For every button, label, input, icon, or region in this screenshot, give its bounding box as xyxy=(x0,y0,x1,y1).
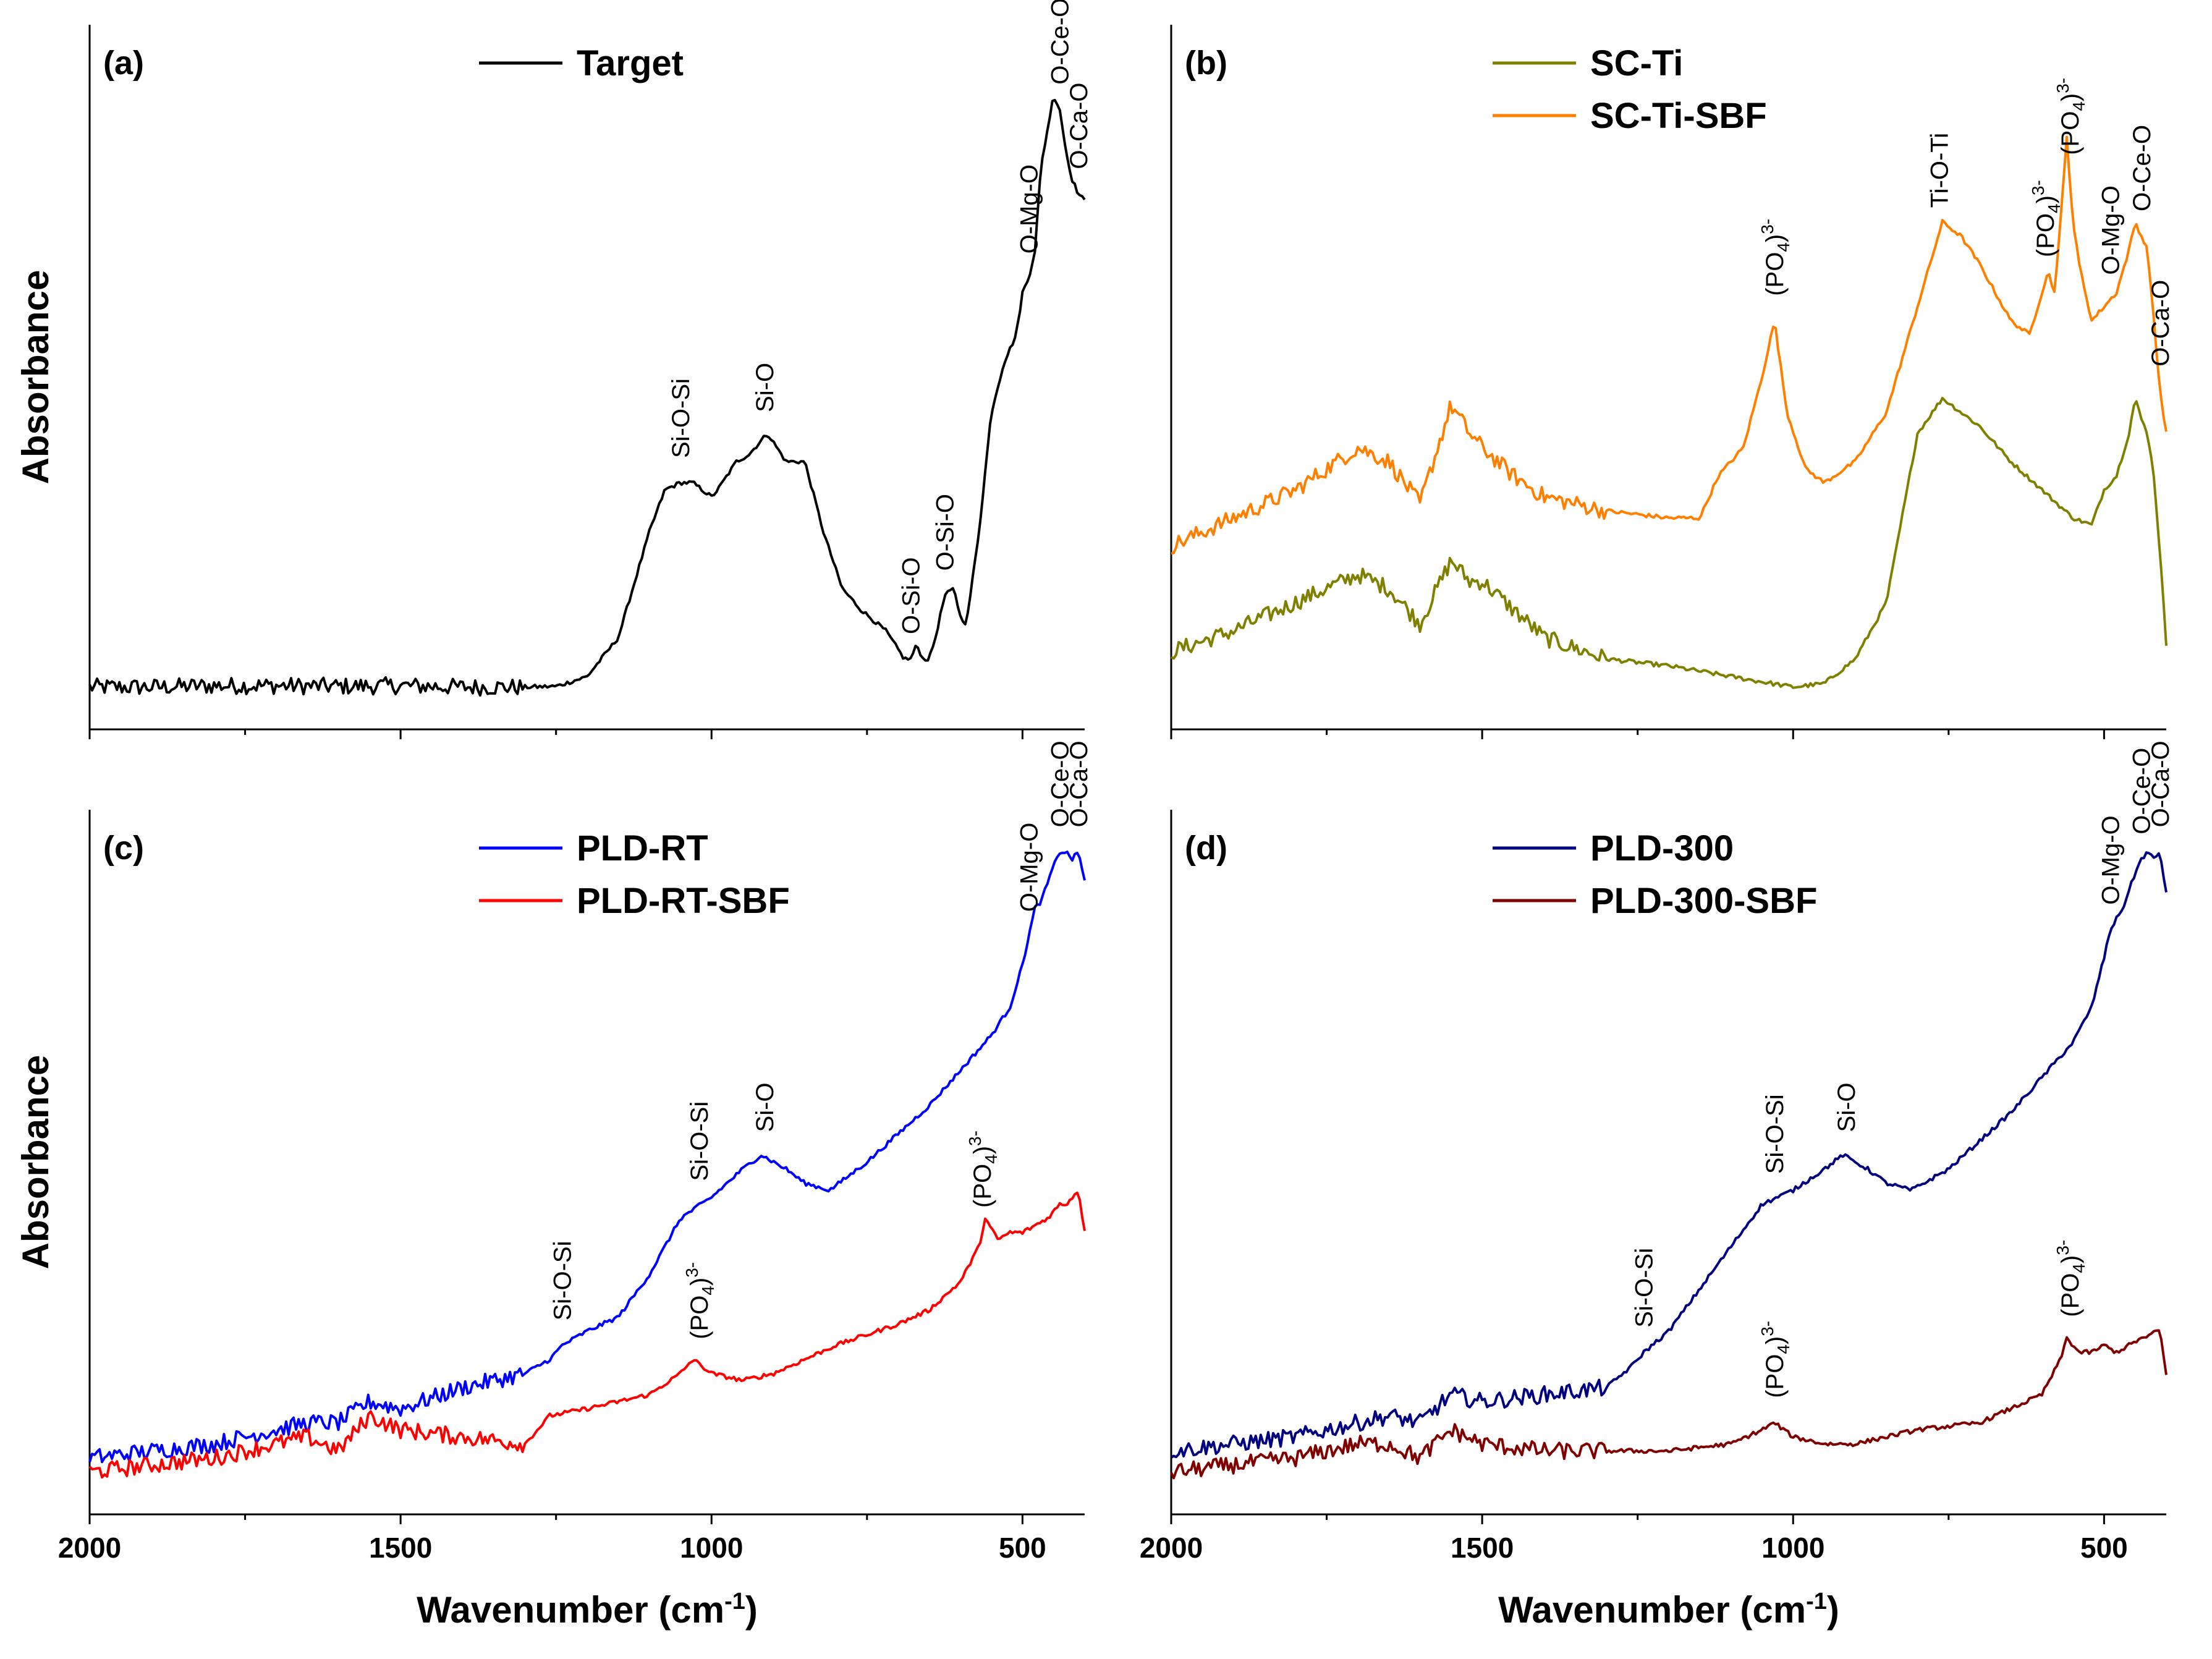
peak-annotation: O-Ce-O xyxy=(2129,125,2156,211)
x-tick-label: 500 xyxy=(999,1532,1046,1564)
legend-entry: SC-Ti xyxy=(1590,43,1683,83)
series-line-pld-300 xyxy=(1170,851,2168,1459)
peak-annotation: O-Ca-O xyxy=(1066,740,1093,827)
panel-label: (c) xyxy=(103,830,144,867)
peak-annotation: (PO4)3- xyxy=(1758,1321,1793,1398)
series-line-sc-ti-sbf xyxy=(1171,135,2168,555)
peak-annotation: Si-O xyxy=(752,1082,779,1132)
peak-annotation: Si-O-Si xyxy=(1761,1094,1789,1174)
peak-annotation: O-Si-O xyxy=(897,558,925,634)
peak-annotation: Si-O-Si xyxy=(686,1101,713,1181)
peak-annotation: O-Ce-O xyxy=(1047,0,1074,85)
peak-annotation: Si-O-Si xyxy=(1631,1248,1658,1328)
x-tick-label: 1000 xyxy=(680,1532,743,1564)
panel-label: (b) xyxy=(1185,45,1227,82)
peak-annotation: Ti-O-Ti xyxy=(1926,133,1954,208)
peak-annotation: O-Mg-O xyxy=(2097,815,2124,904)
legend-entry: Target xyxy=(577,43,684,83)
series-line-pld-300-sbf xyxy=(1170,1329,2168,1480)
peak-annotation: Si-O xyxy=(1833,1082,1860,1132)
x-tick-label: 1500 xyxy=(1451,1532,1514,1564)
y-axis-label: Absorbance xyxy=(15,270,56,485)
x-tick-label: 1500 xyxy=(369,1532,432,1564)
peak-annotation: O-Ce-O xyxy=(1047,740,1074,827)
y-axis-label: Absorbance xyxy=(15,1055,56,1270)
peak-annotation: (PO4)3- xyxy=(965,1131,1001,1208)
peak-annotation: (PO4)3- xyxy=(2053,78,2088,155)
x-tick-label: 500 xyxy=(2080,1532,2128,1564)
peak-annotation: (PO4)3- xyxy=(682,1262,718,1339)
peak-annotation: (PO4)3- xyxy=(2028,180,2064,257)
panel-d: 2000 1500 1000 500 (d) Wavenumber (cm-1) PLD-3… xyxy=(1140,740,2174,1631)
peak-annotation: O-Mg-O xyxy=(1015,823,1043,912)
peak-annotation: O-Ca-O xyxy=(2147,280,2174,367)
peak-annotation: O-Ce-O xyxy=(2129,748,2156,834)
x-tick-label: 1000 xyxy=(1761,1532,1824,1564)
series-line-pld-rt-sbf xyxy=(88,1191,1086,1479)
legend-entry: PLD-RT-SBF xyxy=(577,881,790,921)
legend-entry: PLD-300 xyxy=(1590,828,1734,868)
x-axis-label: Wavenumber (cm-1) xyxy=(1498,1589,1839,1631)
panel-label: (d) xyxy=(1185,830,1227,867)
peak-annotation: O-Ca-O xyxy=(2147,740,2174,827)
x-tick-label: 2000 xyxy=(1140,1532,1203,1564)
x-axis-label: Wavenumber (cm-1) xyxy=(417,1589,758,1631)
peak-annotation: O-Ca-O xyxy=(1066,83,1093,169)
peak-annotation: Si-O-Si xyxy=(549,1241,577,1321)
legend-entry: SC-Ti-SBF xyxy=(1590,96,1767,136)
panel-a: (a) Absorbance Target Si-O-Si Si-O O-Si-O O-Si… xyxy=(15,0,1093,739)
panel-b: (b) SC-Ti SC-Ti-SBF (PO4)3- Ti-O-Ti (PO4)3- (P… xyxy=(1170,25,2174,739)
peak-annotation: (PO4)3- xyxy=(1758,219,1793,296)
legend-entry: PLD-RT xyxy=(577,828,708,868)
peak-annotation: O-Mg-O xyxy=(1015,164,1043,253)
panel-c: 2000 1500 1000 500 (c) Absorbance Wavenumber (… xyxy=(15,740,1093,1631)
series-line-pld-rt xyxy=(88,851,1086,1464)
series-line-sc-ti xyxy=(1171,397,2168,689)
panel-label: (a) xyxy=(103,45,144,82)
peak-annotation: Si-O-Si xyxy=(667,378,695,458)
legend-entry: PLD-300-SBF xyxy=(1590,881,1817,921)
peak-annotation: Si-O xyxy=(752,363,779,412)
peak-annotation: (PO4)3- xyxy=(2053,1240,2088,1317)
series-line-target xyxy=(88,98,1086,697)
peak-annotation: O-Mg-O xyxy=(2097,185,2124,274)
x-tick-label: 2000 xyxy=(58,1532,121,1564)
peak-annotation: O-Si-O xyxy=(932,494,959,571)
